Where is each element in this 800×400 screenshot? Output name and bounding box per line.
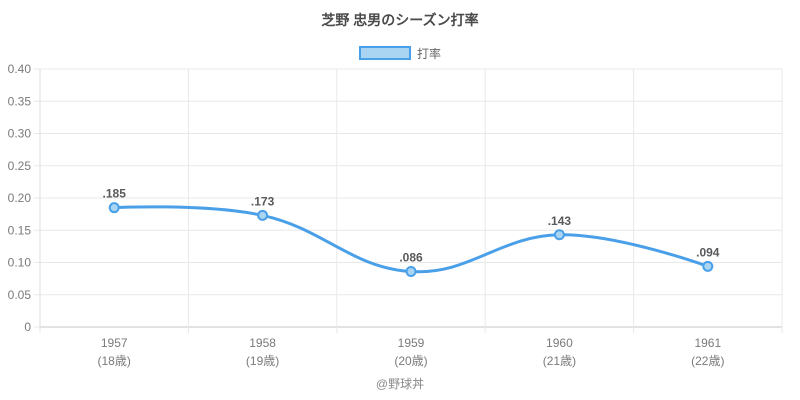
data-point[interactable] [108,202,120,214]
data-point-label: .094 [696,245,720,259]
legend-swatch [358,46,411,60]
chart-title: 芝野 忠男のシーズン打率 [321,12,479,28]
data-point-label: .086 [399,251,423,265]
y-tick-label: 0.35 [8,94,32,108]
data-point-label: .143 [548,214,572,228]
x-tick-sublabel: (22歳) [691,354,724,368]
x-tick-sublabel: (19歳) [246,354,279,368]
legend-label: 打率 [416,46,441,61]
y-tick-label: 0.15 [8,223,32,237]
y-tick-label: 0.10 [8,256,32,270]
x-tick-sublabel: (21歳) [543,354,576,368]
data-point[interactable] [405,266,417,278]
x-tick-sublabel: (20歳) [394,354,427,368]
legend[interactable]: 打率 [0,45,800,61]
x-tick-label: 1958 [249,336,276,350]
y-tick-label: 0.40 [8,62,32,76]
x-tick-label: 1957 [101,336,128,350]
x-tick-label: 1959 [398,336,425,350]
y-tick-label: 0.20 [8,191,32,205]
x-tick-label: 1960 [546,336,573,350]
credit-text: @野球丼 [375,377,425,391]
y-tick-label: 0 [24,320,31,334]
x-tick-label: 1961 [694,336,721,350]
x-tick-sublabel: (18歳) [98,354,131,368]
data-point-label: .173 [251,194,275,208]
y-tick-label: 0.05 [8,288,32,302]
data-point[interactable] [257,209,269,221]
y-tick-label: 0.25 [8,159,32,173]
data-point-label: .185 [103,187,127,201]
y-tick-label: 0.30 [8,127,32,141]
data-point[interactable] [702,260,714,272]
data-point[interactable] [553,229,565,241]
